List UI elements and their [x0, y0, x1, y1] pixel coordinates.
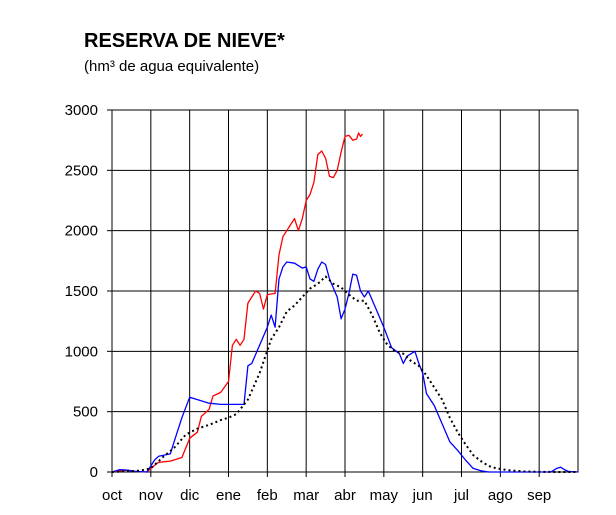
- x-tick-label: jun: [412, 487, 433, 504]
- x-tick-label: feb: [257, 487, 278, 504]
- chart-subtitle: (hm³ de agua equivalente): [84, 58, 260, 75]
- x-tick-label: abr: [334, 487, 356, 504]
- grid-lines: [112, 110, 578, 472]
- chart-title: RESERVA DE NIEVE*: [84, 30, 285, 52]
- x-tick-label: sep: [527, 487, 551, 504]
- y-tick-label: 2000: [65, 223, 98, 240]
- x-tick-label: ago: [488, 487, 513, 504]
- x-tick-label: nov: [139, 487, 164, 504]
- x-tick-label: mar: [293, 487, 319, 504]
- series-line-2: [111, 261, 579, 473]
- y-tick-label: 2500: [65, 162, 98, 179]
- y-tick-label: 3000: [65, 102, 98, 119]
- y-tick-label: 0: [90, 464, 98, 481]
- x-tick-label: jul: [453, 487, 469, 504]
- x-axis-ticks: oct nov dic ene feb mar abr may jun jul ago sep: [102, 472, 551, 504]
- y-tick-label: 1000: [65, 343, 98, 360]
- x-tick-label: ene: [216, 487, 241, 504]
- x-tick-label: dic: [180, 487, 200, 504]
- y-axis-ticks: 0 500 1000 1500 2000 2500 3000: [65, 102, 112, 481]
- y-tick-label: 1500: [65, 283, 98, 300]
- y-tick-label: 500: [73, 404, 98, 421]
- series-group: [111, 132, 579, 473]
- x-tick-label: may: [370, 487, 399, 504]
- x-tick-label: oct: [102, 487, 123, 504]
- series-line-3: [111, 275, 578, 473]
- series-line-1: [111, 132, 363, 473]
